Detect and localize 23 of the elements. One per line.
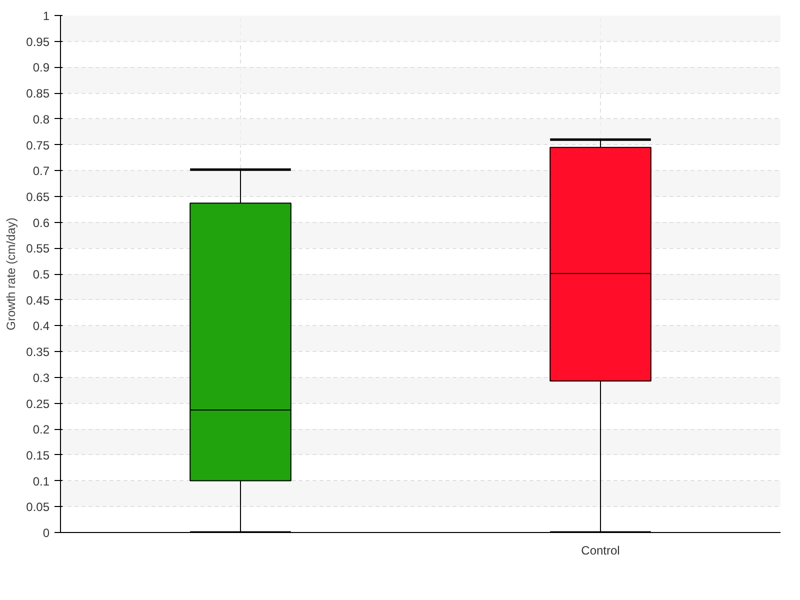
- y-tick-label: 0.5: [32, 268, 50, 282]
- y-tick-label: 0.3: [32, 370, 50, 385]
- y-tick-label: 0.6: [32, 216, 50, 230]
- y-tick-label: 0.85: [26, 86, 50, 101]
- y-tick-label: 0.35: [26, 345, 50, 360]
- y-tick-label: 0.05: [26, 500, 50, 514]
- y-tick-label: 0.8: [32, 112, 50, 126]
- y-tick-label: 0.7: [32, 164, 50, 178]
- y-tick-label: 0.2: [32, 422, 50, 437]
- y-tick-label: 1: [42, 9, 50, 23]
- y-tick-label: 0.55: [26, 242, 50, 256]
- x-tick-label: Control: [581, 544, 620, 558]
- y-tick-label: 0.65: [26, 190, 50, 204]
- y-tick-label: 0.95: [26, 34, 50, 49]
- y-tick-label: 0.15: [26, 448, 50, 462]
- y-tick-label: 0.4: [32, 319, 50, 334]
- y-tick-label: 0: [42, 526, 50, 540]
- y-tick-label: 0.9: [32, 60, 50, 75]
- y-tick-label: 0.1: [32, 474, 50, 488]
- y-tick-label: 0.25: [26, 396, 50, 411]
- y-tick-label: 0.45: [26, 293, 50, 308]
- y-axis-title: Growth rate (cm/day): [4, 218, 18, 330]
- y-tick-label: 0.75: [26, 138, 50, 152]
